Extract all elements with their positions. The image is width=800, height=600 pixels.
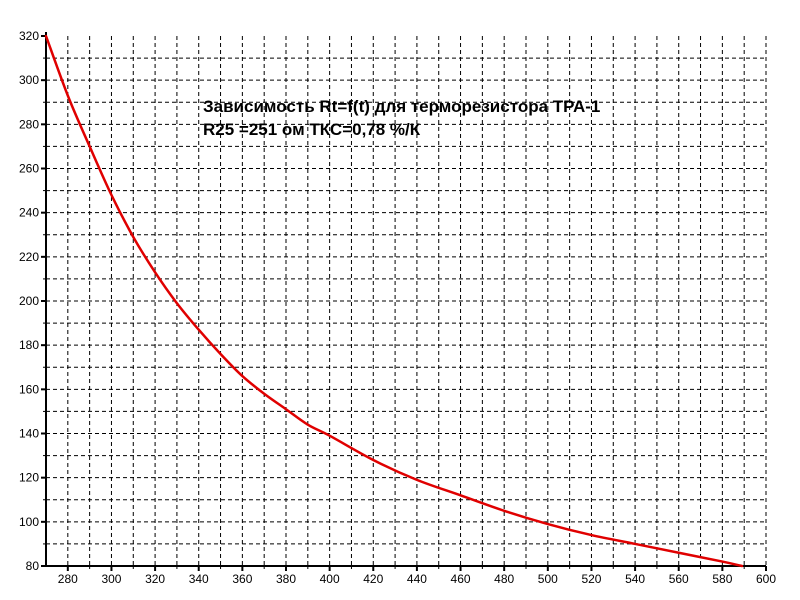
chart-title: Зависимость Rt=f(t) для терморезистора Т… [203, 97, 600, 116]
y-tick-label: 200 [19, 294, 39, 308]
x-tick-label: 380 [276, 572, 296, 586]
x-tick-label: 480 [494, 572, 514, 586]
x-tick-label: 540 [625, 572, 645, 586]
x-tick-label: 600 [756, 572, 776, 586]
x-tick-label: 340 [189, 572, 209, 586]
y-tick-label: 260 [19, 162, 39, 176]
x-tick-label: 400 [320, 572, 340, 586]
x-tick-label: 300 [101, 572, 121, 586]
x-tick-label: 560 [669, 572, 689, 586]
y-tick-label: 220 [19, 250, 39, 264]
y-tick-label: 160 [19, 382, 39, 396]
x-tick-label: 440 [407, 572, 427, 586]
series-layer [44, 34, 744, 568]
x-tick-label: 320 [145, 572, 165, 586]
y-tick-label: 180 [19, 338, 39, 352]
grid [46, 36, 767, 566]
axes [41, 32, 767, 571]
x-tick-label: 500 [538, 572, 558, 586]
x-tick-label: 580 [712, 572, 732, 586]
x-tick-label: 460 [451, 572, 471, 586]
x-tick-label: 420 [363, 572, 383, 586]
y-tick-label: 300 [19, 73, 39, 87]
series-line [44, 34, 744, 568]
y-tick-label: 240 [19, 206, 39, 220]
y-tick-label: 320 [19, 29, 39, 43]
y-tick-label: 120 [19, 471, 39, 485]
x-tick-label: 520 [581, 572, 601, 586]
y-tick-label: 80 [26, 559, 40, 573]
tick-labels: 80 100 120 140 160 180 200 220 240 260 280 300 320 28… [19, 29, 776, 586]
y-tick-label: 100 [19, 515, 39, 529]
y-tick-label: 280 [19, 117, 39, 131]
x-tick-label: 360 [232, 572, 252, 586]
chart-subtitle: R25 =251 ом ТКС=0,78 %/К [203, 120, 421, 139]
x-tick-label: 280 [58, 572, 78, 586]
y-tick-label: 140 [19, 427, 39, 441]
